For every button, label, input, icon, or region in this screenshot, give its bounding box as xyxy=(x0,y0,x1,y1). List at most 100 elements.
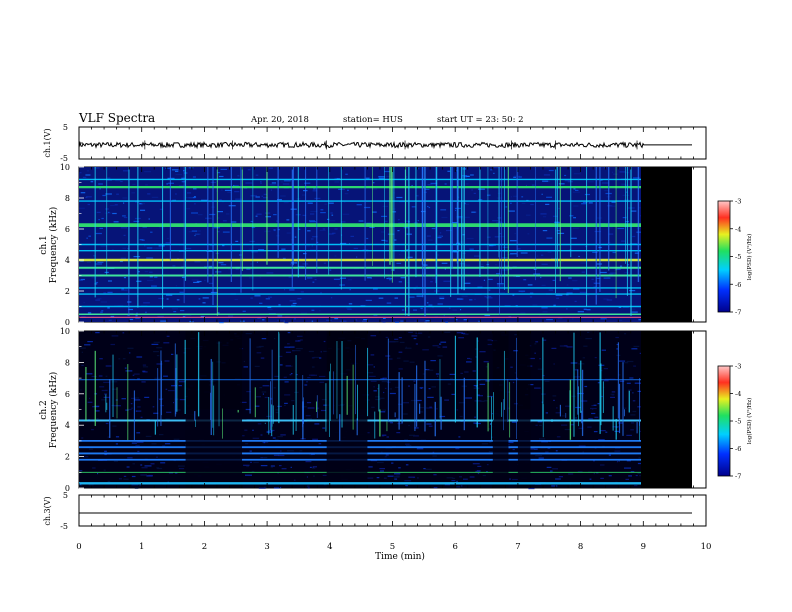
spectral-noise xyxy=(539,424,542,426)
spectral-noise xyxy=(413,380,416,382)
spectral-noise xyxy=(439,297,445,300)
spectral-noise xyxy=(306,381,308,383)
spectral-noise xyxy=(135,444,140,447)
spectral-noise xyxy=(426,302,429,304)
spectral-noise xyxy=(252,437,260,439)
spectral-noise xyxy=(285,365,291,367)
spectral-noise xyxy=(378,297,384,299)
spectral-noise xyxy=(262,385,270,387)
ch2-spectrogram-image xyxy=(79,331,648,490)
spectral-noise xyxy=(399,253,401,256)
spectral-noise xyxy=(484,296,487,298)
spectral-noise xyxy=(274,375,280,377)
spectral-noise xyxy=(483,279,486,281)
spectral-noise xyxy=(382,321,386,323)
spectral-noise xyxy=(104,453,107,456)
spectral-noise xyxy=(165,418,170,420)
spectral-noise xyxy=(319,381,324,383)
spectral-noise xyxy=(430,281,433,283)
spectral-noise xyxy=(596,472,599,474)
spectral-noise xyxy=(175,170,179,172)
spectral-noise xyxy=(132,374,135,376)
spectral-noise xyxy=(87,261,91,263)
spectral-noise xyxy=(110,204,115,207)
x-tick-label: 6 xyxy=(452,542,457,552)
spectral-noise xyxy=(510,202,512,204)
spectral-noise xyxy=(185,197,193,199)
spectral-noise xyxy=(85,174,91,176)
spectral-noise xyxy=(121,289,128,291)
spectral-noise xyxy=(202,302,206,304)
spectral-noise xyxy=(310,213,315,215)
spectral-noise xyxy=(306,476,308,478)
spectral-noise xyxy=(265,216,271,218)
spectral-noise xyxy=(453,227,460,229)
spectral-noise xyxy=(107,291,113,293)
spectral-noise xyxy=(382,434,387,436)
spectral-noise xyxy=(630,471,635,473)
spectral-noise xyxy=(158,245,165,247)
spectral-noise xyxy=(123,475,127,477)
spectral-noise xyxy=(328,202,334,204)
spectral-noise xyxy=(433,474,437,476)
spectral-noise xyxy=(539,438,546,440)
spectral-noise xyxy=(405,176,408,178)
spectral-noise xyxy=(141,467,148,469)
spectral-noise xyxy=(413,288,416,290)
spectral-noise xyxy=(290,418,293,420)
spectral-noise xyxy=(566,308,568,310)
spectral-noise xyxy=(415,285,418,287)
spectral-noise xyxy=(86,196,92,198)
spectral-noise xyxy=(101,310,104,312)
spectral-noise xyxy=(398,337,402,339)
spectral-noise xyxy=(192,176,196,178)
spectral-noise xyxy=(165,294,173,296)
spectral-noise xyxy=(441,262,448,264)
spectral-noise xyxy=(535,424,538,426)
spectral-noise xyxy=(572,280,578,282)
spectral-noise xyxy=(544,167,550,169)
spectral-noise xyxy=(429,406,432,408)
spectral-noise xyxy=(426,423,432,425)
spectral-noise xyxy=(284,346,291,348)
spectral-noise xyxy=(414,427,419,429)
spectral-noise xyxy=(589,478,592,480)
colorbar-tick-label: -4 xyxy=(735,225,741,233)
spectral-noise xyxy=(580,262,588,264)
spectral-noise xyxy=(437,303,443,305)
spectral-noise xyxy=(385,336,389,338)
spectral-noise xyxy=(210,245,215,247)
spectral-noise xyxy=(227,191,232,193)
ch1-spec-ylabel-freq: Frequency (kHz) xyxy=(48,207,59,284)
spectral-noise xyxy=(590,407,597,410)
spectral-noise xyxy=(314,197,321,199)
spectral-noise xyxy=(244,429,248,431)
spectral-noise xyxy=(525,184,527,187)
spectral-noise xyxy=(381,239,386,241)
spectral-noise xyxy=(300,291,304,293)
spectral-noise xyxy=(362,320,368,322)
spectral-noise xyxy=(131,192,135,194)
spectral-noise xyxy=(188,167,194,169)
spectral-noise xyxy=(486,471,488,473)
spectral-noise xyxy=(136,312,138,314)
spectral-noise xyxy=(328,233,334,235)
spectral-noise xyxy=(426,407,433,409)
spectral-noise xyxy=(273,487,280,489)
spectral-noise xyxy=(245,333,252,335)
spectral-noise xyxy=(425,320,430,322)
spectral-noise xyxy=(165,388,168,390)
spectral-noise xyxy=(631,210,637,212)
spectral-noise xyxy=(431,227,436,230)
spectral-noise xyxy=(371,188,378,190)
spectral-noise xyxy=(625,478,629,480)
spectral-noise xyxy=(338,188,344,190)
spectral-noise xyxy=(240,401,247,403)
spectral-noise xyxy=(334,228,338,230)
spectral-noise xyxy=(489,245,494,247)
spectral-noise xyxy=(622,194,630,196)
spectral-noise xyxy=(495,264,498,266)
spectral-noise xyxy=(284,289,286,291)
spectral-noise xyxy=(491,244,496,246)
spectral-noise xyxy=(556,436,561,438)
